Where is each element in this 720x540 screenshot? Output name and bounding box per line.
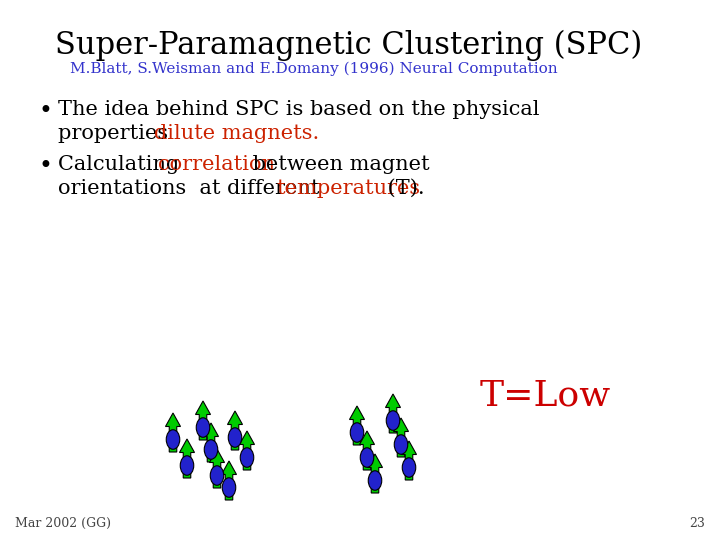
Text: properties: properties — [58, 124, 175, 143]
Text: M.Blatt, S.Weisman and E.Domany (1996) Neural Computation: M.Blatt, S.Weisman and E.Domany (1996) N… — [70, 62, 557, 76]
Ellipse shape — [395, 435, 408, 454]
FancyArrow shape — [210, 449, 225, 488]
FancyArrow shape — [204, 423, 218, 462]
Text: orientations  at different: orientations at different — [58, 179, 326, 198]
FancyArrow shape — [385, 394, 400, 433]
FancyArrow shape — [166, 413, 181, 452]
FancyArrow shape — [402, 441, 416, 480]
Text: 23: 23 — [689, 517, 705, 530]
Ellipse shape — [166, 430, 180, 449]
Text: dilute magnets.: dilute magnets. — [154, 124, 319, 143]
FancyArrow shape — [240, 431, 254, 470]
Text: The idea behind SPC is based on the physical: The idea behind SPC is based on the phys… — [58, 100, 539, 119]
Text: Calculating: Calculating — [58, 155, 186, 174]
Ellipse shape — [180, 456, 194, 475]
FancyArrow shape — [228, 411, 243, 450]
Ellipse shape — [368, 471, 382, 490]
FancyArrow shape — [359, 431, 374, 470]
FancyArrow shape — [367, 454, 382, 493]
Ellipse shape — [386, 411, 400, 430]
Text: (T).: (T). — [381, 179, 425, 198]
FancyArrow shape — [222, 461, 236, 500]
FancyArrow shape — [394, 418, 408, 457]
Text: •: • — [38, 100, 52, 123]
Text: temperatures: temperatures — [276, 179, 420, 198]
Ellipse shape — [210, 466, 224, 485]
Ellipse shape — [360, 448, 374, 467]
Text: •: • — [38, 155, 52, 178]
Ellipse shape — [204, 440, 217, 459]
Text: between magnet: between magnet — [246, 155, 430, 174]
Ellipse shape — [228, 428, 242, 447]
Text: Mar 2002 (GG): Mar 2002 (GG) — [15, 517, 111, 530]
Ellipse shape — [350, 423, 364, 442]
Text: correlation: correlation — [158, 155, 275, 174]
Ellipse shape — [222, 478, 235, 497]
Text: T=Low: T=Low — [480, 378, 611, 412]
Text: Super-Paramagnetic Clustering (SPC): Super-Paramagnetic Clustering (SPC) — [55, 30, 642, 61]
Ellipse shape — [402, 458, 415, 477]
Ellipse shape — [197, 418, 210, 437]
FancyArrow shape — [196, 401, 210, 440]
FancyArrow shape — [179, 439, 194, 478]
FancyArrow shape — [349, 406, 364, 445]
Ellipse shape — [240, 448, 253, 467]
